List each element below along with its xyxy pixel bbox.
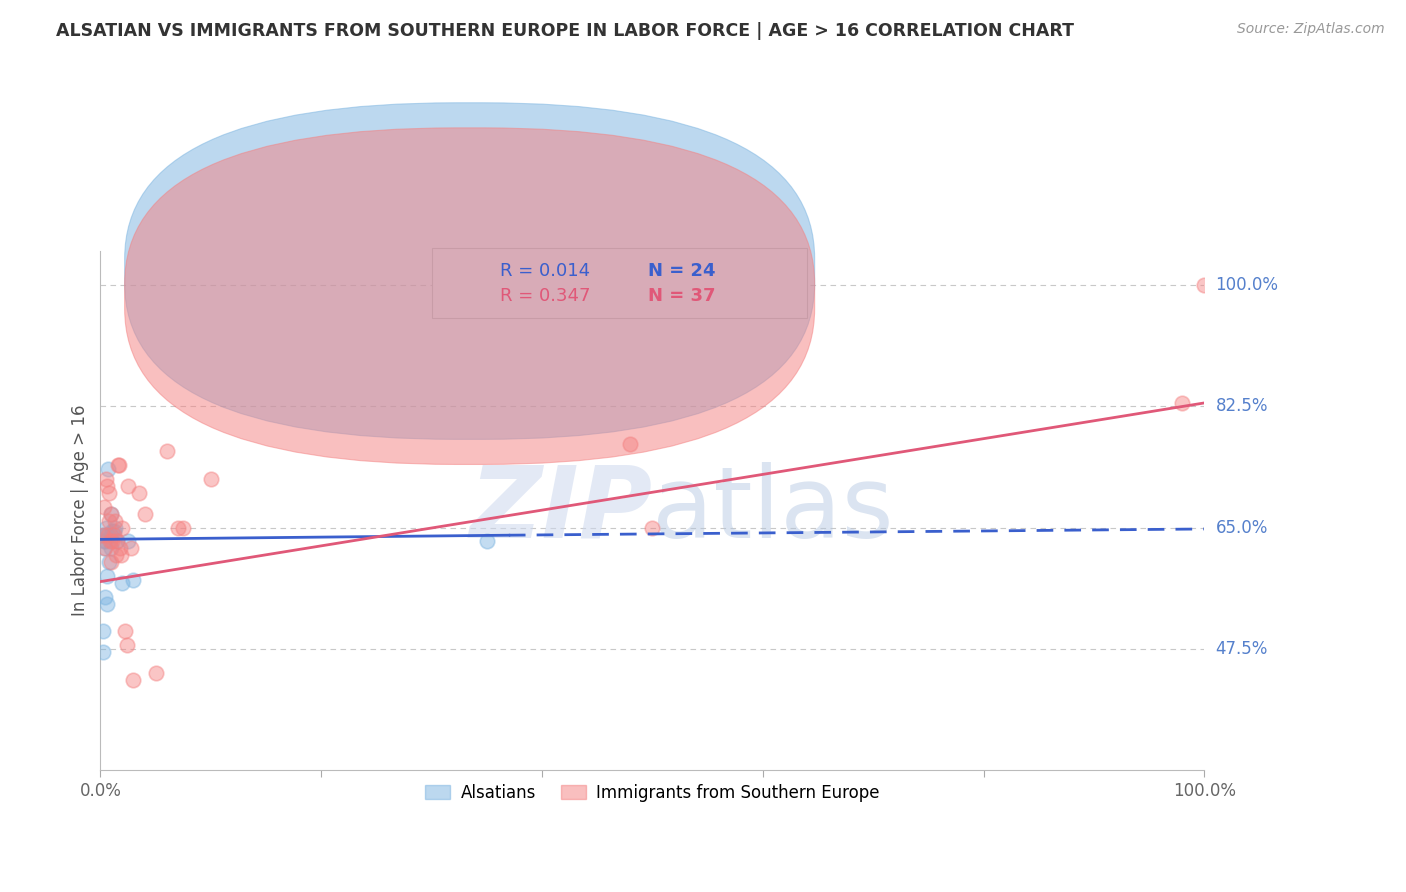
- Text: 65.0%: 65.0%: [1216, 518, 1268, 537]
- Point: [101, 524, 124, 538]
- Text: 47.5%: 47.5%: [1216, 640, 1268, 657]
- Point: [108, 458, 131, 473]
- Point: [1171, 396, 1194, 410]
- Point: [1194, 278, 1216, 293]
- Point: [155, 444, 177, 458]
- Point: [96, 479, 118, 493]
- Point: [91, 645, 114, 659]
- Point: [94, 520, 117, 534]
- Point: [475, 534, 498, 549]
- Point: [172, 520, 194, 534]
- Text: atlas: atlas: [652, 462, 894, 558]
- Point: [100, 507, 122, 521]
- Point: [114, 624, 136, 639]
- Point: [105, 534, 128, 549]
- Point: [101, 534, 124, 549]
- Point: [93, 534, 115, 549]
- Point: [107, 458, 129, 473]
- Point: [122, 573, 145, 587]
- Point: [200, 472, 222, 486]
- Point: [98, 534, 121, 549]
- FancyBboxPatch shape: [125, 103, 814, 440]
- Y-axis label: In Labor Force | Age > 16: In Labor Force | Age > 16: [72, 404, 89, 616]
- Point: [94, 541, 117, 556]
- Point: [100, 541, 122, 556]
- Text: N = 37: N = 37: [648, 287, 716, 305]
- Point: [120, 541, 142, 556]
- Point: [96, 569, 118, 583]
- Point: [100, 507, 122, 521]
- Point: [105, 534, 128, 549]
- Point: [98, 555, 121, 569]
- Point: [98, 514, 121, 528]
- Text: N = 24: N = 24: [648, 262, 716, 280]
- Point: [619, 437, 641, 451]
- Point: [100, 555, 122, 569]
- Point: [145, 666, 167, 681]
- Point: [134, 507, 156, 521]
- Point: [111, 576, 134, 591]
- Point: [115, 638, 138, 652]
- Point: [117, 534, 139, 549]
- Point: [97, 461, 120, 475]
- Point: [94, 534, 117, 549]
- Text: R = 0.014: R = 0.014: [501, 262, 591, 280]
- Point: [103, 524, 125, 538]
- Text: 100.0%: 100.0%: [1216, 277, 1278, 294]
- Text: ALSATIAN VS IMMIGRANTS FROM SOUTHERN EUROPE IN LABOR FORCE | AGE > 16 CORRELATIO: ALSATIAN VS IMMIGRANTS FROM SOUTHERN EUR…: [56, 22, 1074, 40]
- Point: [100, 527, 122, 541]
- Point: [104, 520, 127, 534]
- Point: [111, 520, 134, 534]
- Point: [110, 541, 132, 556]
- Point: [93, 527, 115, 541]
- Point: [104, 514, 127, 528]
- Legend: Alsatians, Immigrants from Southern Europe: Alsatians, Immigrants from Southern Euro…: [419, 777, 886, 808]
- Text: ZIP: ZIP: [470, 462, 652, 558]
- Point: [641, 520, 664, 534]
- Point: [93, 541, 115, 556]
- Text: Source: ZipAtlas.com: Source: ZipAtlas.com: [1237, 22, 1385, 37]
- Point: [98, 486, 121, 500]
- Point: [93, 500, 115, 514]
- Point: [117, 479, 139, 493]
- Point: [97, 527, 120, 541]
- Point: [94, 472, 117, 486]
- Point: [166, 520, 188, 534]
- Text: 82.5%: 82.5%: [1216, 397, 1268, 416]
- Text: R = 0.347: R = 0.347: [501, 287, 591, 305]
- Point: [94, 590, 117, 604]
- Point: [128, 486, 150, 500]
- FancyBboxPatch shape: [432, 248, 807, 318]
- Point: [96, 597, 118, 611]
- Point: [91, 624, 114, 639]
- FancyBboxPatch shape: [125, 128, 814, 465]
- Point: [122, 673, 145, 687]
- Point: [104, 549, 127, 563]
- Point: [91, 527, 114, 541]
- Point: [103, 527, 125, 541]
- Point: [94, 527, 117, 541]
- Point: [110, 549, 132, 563]
